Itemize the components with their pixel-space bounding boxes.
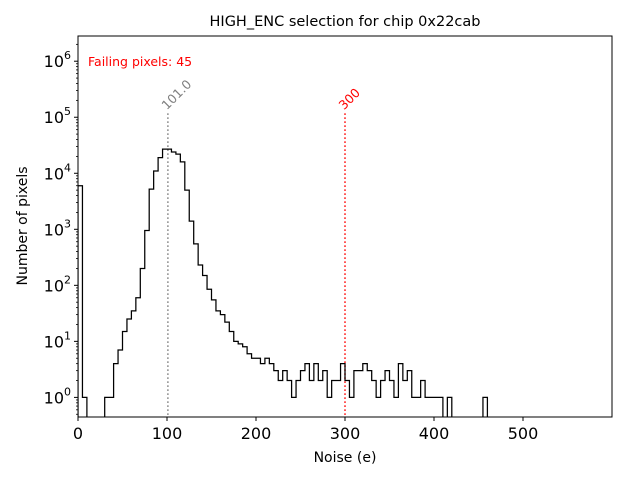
x-tick-label-3: 300 xyxy=(330,424,361,443)
x-tick-label-1: 100 xyxy=(152,424,183,443)
y-tick-exponent-4: 4 xyxy=(64,161,71,174)
y-tick-exponent-5: 5 xyxy=(64,105,71,118)
x-tick-label-4: 400 xyxy=(419,424,450,443)
y-tick-exponent-1: 1 xyxy=(64,329,71,342)
y-tick-label-4: 10 xyxy=(44,164,64,183)
chart-title: HIGH_ENC selection for chip 0x22cab xyxy=(210,14,481,30)
y-tick-exponent-6: 6 xyxy=(64,49,71,62)
y-tick-label-2: 10 xyxy=(44,276,64,295)
failing-pixels-annotation: Failing pixels: 45 xyxy=(88,54,192,69)
y-tick-exponent-2: 2 xyxy=(64,273,71,286)
plot-frame xyxy=(77,35,613,418)
y-tick-label-6: 10 xyxy=(44,52,64,71)
x-axis-label: Noise (e) xyxy=(314,450,377,466)
y-tick-label-1: 10 xyxy=(44,332,64,351)
x-tick-label-5: 500 xyxy=(508,424,539,443)
y-tick-label-3: 10 xyxy=(44,220,64,239)
y-tick-label-0: 10 xyxy=(44,388,64,407)
x-tick-label-0: 0 xyxy=(73,424,83,443)
y-tick-label-5: 10 xyxy=(44,108,64,127)
y-tick-exponent-0: 0 xyxy=(64,385,71,398)
x-tick-label-2: 200 xyxy=(241,424,272,443)
y-axis-label: Number of pixels xyxy=(15,166,31,285)
histogram-step-line xyxy=(78,148,489,417)
y-tick-exponent-3: 3 xyxy=(64,217,71,230)
